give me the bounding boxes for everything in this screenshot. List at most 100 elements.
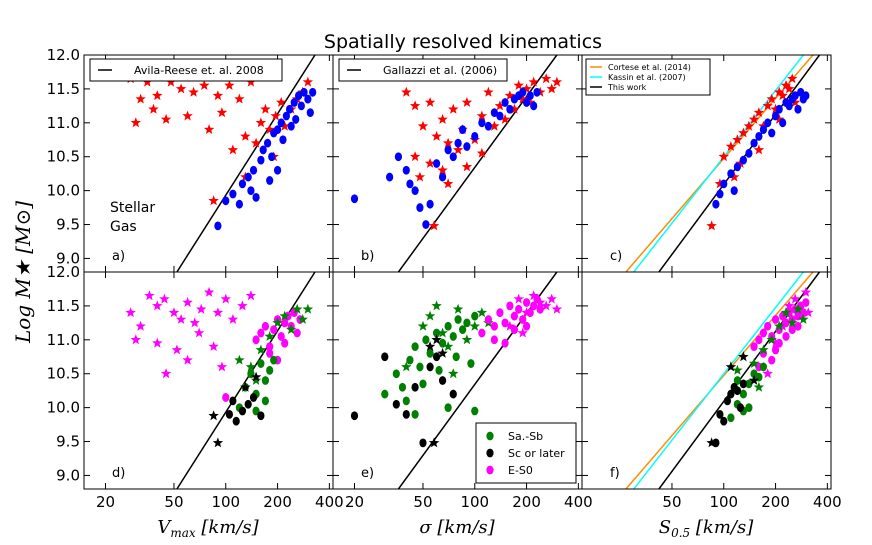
data-point-star — [461, 97, 473, 107]
data-point-circle — [432, 328, 441, 338]
data-point-circle — [490, 335, 498, 345]
data-point-star — [264, 330, 275, 341]
data-point-circle — [750, 138, 758, 148]
series-gas-circle — [350, 87, 541, 229]
data-point-circle — [771, 111, 780, 121]
series-sa-sb-star — [234, 303, 314, 385]
data-point-circle — [444, 321, 452, 331]
data-point-star — [706, 220, 717, 231]
fit-line-kassin_2007 — [633, 272, 804, 489]
data-point-circle — [733, 386, 741, 396]
data-point-star — [171, 344, 183, 355]
panel-label: c) — [610, 249, 622, 264]
data-point-star — [165, 76, 177, 87]
x-tick-label: 50 — [164, 493, 183, 511]
data-point-star — [302, 76, 314, 87]
panel-c: c) Cortese et al. (2014)Kassin et al. (20… — [581, 54, 832, 273]
data-point-circle — [225, 410, 234, 419]
data-point-circle — [727, 389, 735, 399]
data-point-star — [203, 124, 215, 134]
data-point-star — [452, 144, 464, 155]
data-point-star — [789, 97, 801, 107]
panel-d: 9.0 9.5 10.0 10.5 11.0 11.5 12.0 20 50 100 200 400 d… — [47, 263, 344, 511]
data-point-star — [216, 361, 228, 372]
data-point-star — [732, 134, 743, 145]
data-point-star — [152, 300, 163, 311]
data-point-circle — [496, 308, 504, 318]
data-point-circle — [522, 321, 531, 331]
legend-box — [338, 58, 508, 82]
data-point-circle — [484, 121, 492, 131]
data-point-circle — [779, 118, 787, 128]
data-point-circle — [775, 104, 783, 114]
data-point-star — [504, 90, 516, 101]
data-point-circle — [247, 186, 255, 196]
data-point-star — [245, 290, 257, 301]
panel-e: 20 50 100 200 400 e) Sa.-Sb Sc or later E-S0 — [332, 271, 593, 511]
panel-background — [84, 55, 333, 272]
data-point-circle — [402, 396, 410, 406]
data-point-star — [424, 97, 436, 107]
data-point-star — [424, 310, 436, 321]
data-point-circle — [402, 410, 410, 419]
data-point-star — [780, 80, 792, 90]
data-point-star — [234, 93, 245, 104]
data-point-star — [476, 110, 488, 121]
plot-area — [350, 55, 563, 272]
data-point-star — [276, 97, 287, 107]
data-point-circle — [733, 376, 741, 385]
data-point-star — [212, 90, 224, 101]
series-sc-or-later-circle — [350, 352, 457, 448]
series-sa-sb-circle — [727, 362, 768, 423]
data-point-circle — [416, 203, 424, 212]
legend-entry-label: Avila-Reese et. al. 2008 — [134, 64, 264, 77]
data-point-star — [546, 293, 557, 304]
data-point-star — [125, 307, 136, 318]
data-point-circle — [454, 138, 462, 148]
series-sc-or-later-circle — [712, 379, 747, 448]
data-point-circle — [238, 179, 247, 189]
data-point-star — [551, 303, 563, 314]
data-point-circle — [471, 311, 479, 321]
legend-entry-label: Sa.-Sb — [508, 430, 543, 443]
data-point-circle — [788, 325, 796, 335]
data-point-star — [208, 341, 219, 351]
data-point-circle — [768, 355, 776, 365]
data-point-circle — [449, 152, 457, 162]
data-point-star — [250, 375, 262, 385]
data-point-star — [182, 354, 193, 365]
data-point-circle — [238, 406, 247, 416]
data-point-circle — [426, 199, 434, 209]
legend-entry-label: Cortese et al. (2014) — [608, 63, 691, 72]
series-sa-sb-circle — [381, 311, 479, 419]
data-point-circle — [222, 393, 230, 402]
data-point-circle — [438, 172, 447, 182]
data-point-star — [227, 144, 239, 155]
data-point-star — [738, 351, 749, 362]
data-point-star — [766, 334, 777, 345]
data-point-circle — [501, 98, 509, 107]
data-point-star — [753, 144, 765, 155]
series-gas-circle — [712, 87, 810, 209]
data-point-circle — [257, 328, 265, 338]
data-point-star — [250, 137, 262, 148]
data-point-star — [748, 375, 760, 385]
data-point-circle — [745, 379, 753, 389]
data-point-circle — [261, 376, 270, 385]
data-point-star — [160, 113, 172, 124]
data-point-star — [270, 110, 281, 121]
data-point-star — [758, 344, 769, 355]
data-point-star — [442, 137, 454, 148]
panel-label: f) — [610, 466, 620, 481]
data-point-star — [461, 334, 473, 345]
data-point-circle — [467, 359, 475, 368]
data-point-circle — [536, 304, 544, 314]
x-tick-label: 20 — [96, 493, 115, 511]
data-point-star — [784, 300, 795, 311]
data-point-star — [469, 320, 480, 331]
data-point-star — [748, 358, 760, 368]
x-axis-label-main: V — [157, 517, 172, 538]
data-point-circle — [501, 338, 509, 348]
data-point-star — [152, 90, 163, 101]
data-point-circle — [478, 118, 486, 128]
